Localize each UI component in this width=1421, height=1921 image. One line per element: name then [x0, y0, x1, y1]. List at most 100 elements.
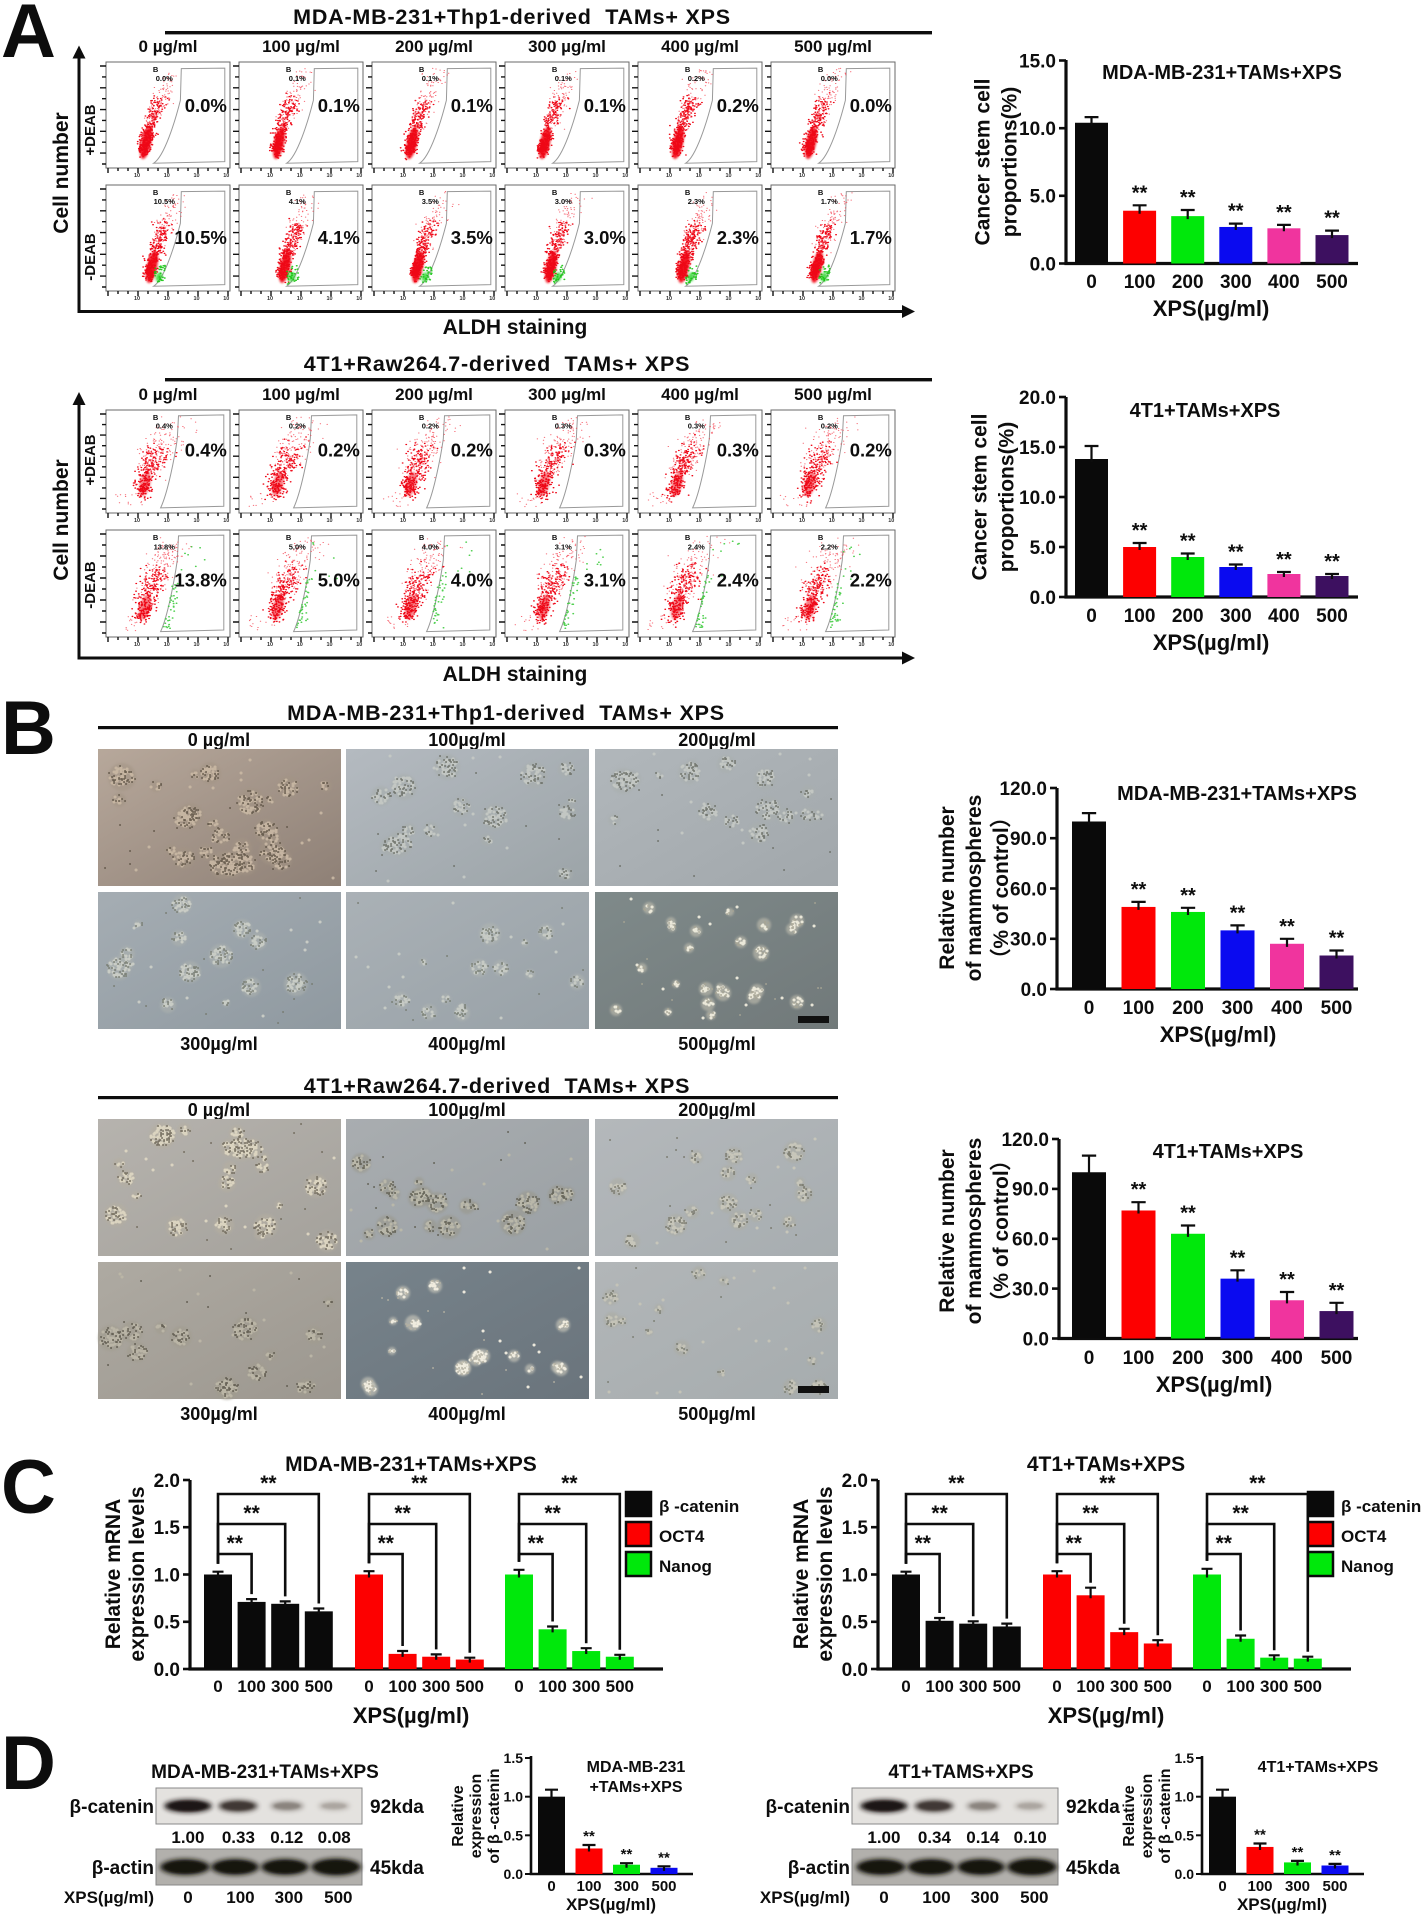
svg-text:XPS(µg/ml): XPS(µg/ml)	[1160, 1022, 1277, 1047]
svg-text:**: **	[260, 1472, 277, 1495]
svg-text:0: 0	[183, 1888, 192, 1907]
svg-text:500: 500	[1020, 1888, 1048, 1907]
svg-text:**: **	[1099, 1472, 1116, 1495]
svg-text:B: B	[419, 188, 425, 197]
svg-text:**: **	[1230, 902, 1246, 924]
svg-text:4T1+TAMS+XPS: 4T1+TAMS+XPS	[888, 1762, 1033, 1783]
svg-text:0.0: 0.0	[1030, 254, 1056, 275]
svg-text:B: B	[552, 65, 558, 74]
svg-text:15.0: 15.0	[1019, 51, 1056, 72]
svg-text:400: 400	[1271, 1348, 1303, 1369]
svg-text:0.0%: 0.0%	[185, 95, 227, 116]
svg-text:XPS(µg/ml): XPS(µg/ml)	[1237, 1895, 1327, 1914]
svg-text:45kda: 45kda	[370, 1858, 424, 1879]
svg-text:MDA-MB-231+TAMs+XPS: MDA-MB-231+TAMs+XPS	[285, 1453, 537, 1476]
svg-text:10: 10	[533, 518, 539, 524]
svg-text:10: 10	[223, 173, 229, 179]
svg-text:100: 100	[1123, 1348, 1155, 1369]
svg-text:300: 300	[1222, 1348, 1254, 1369]
svg-text:**: **	[1279, 916, 1295, 938]
svg-text:**: **	[1249, 1472, 1266, 1495]
svg-text:100: 100	[237, 1677, 265, 1696]
svg-text:100 µg/ml: 100 µg/ml	[262, 385, 340, 404]
svg-text:10: 10	[134, 296, 140, 302]
svg-text:0.2%: 0.2%	[821, 422, 838, 431]
svg-text:1.7%: 1.7%	[821, 197, 838, 206]
svg-text:**: **	[1180, 187, 1196, 209]
svg-text:B: B	[818, 188, 824, 197]
svg-text:10: 10	[622, 642, 628, 648]
svg-text:B: B	[153, 188, 159, 197]
svg-text:1.7%: 1.7%	[850, 227, 892, 248]
svg-text:500: 500	[1144, 1677, 1172, 1696]
svg-text:0.3%: 0.3%	[688, 422, 705, 431]
svg-text:B: B	[153, 65, 159, 74]
svg-text:10: 10	[459, 518, 465, 524]
svg-text:B: B	[552, 533, 558, 542]
svg-text:4.1%: 4.1%	[289, 197, 306, 206]
svg-text:500: 500	[456, 1677, 484, 1696]
svg-text:10: 10	[799, 296, 805, 302]
svg-text:of mammospheres: of mammospheres	[963, 795, 986, 982]
svg-text:0.0: 0.0	[504, 1866, 524, 1882]
svg-text:500 µg/ml: 500 µg/ml	[794, 385, 872, 404]
svg-text:10: 10	[563, 296, 569, 302]
svg-text:0: 0	[901, 1677, 910, 1696]
svg-text:B: B	[552, 413, 558, 422]
svg-text:10: 10	[400, 518, 406, 524]
svg-text:3.1%: 3.1%	[584, 570, 626, 591]
svg-text:10: 10	[563, 173, 569, 179]
svg-text:60.0: 60.0	[1012, 1230, 1049, 1251]
svg-text:β-catenin: β-catenin	[766, 1797, 850, 1818]
svg-text:500: 500	[1321, 1348, 1353, 1369]
svg-text:300: 300	[422, 1677, 450, 1696]
svg-text:20.0: 20.0	[1019, 388, 1056, 409]
svg-text:3.5%: 3.5%	[422, 197, 439, 206]
svg-text:10: 10	[489, 173, 495, 179]
svg-text:0.1%: 0.1%	[318, 95, 360, 116]
svg-text:10: 10	[134, 173, 140, 179]
svg-text:100: 100	[1124, 606, 1156, 627]
svg-text:200 µg/ml: 200 µg/ml	[395, 385, 473, 404]
svg-text:10: 10	[799, 518, 805, 524]
svg-text:200µg/ml: 200µg/ml	[678, 730, 755, 750]
svg-text:90.0: 90.0	[1012, 1180, 1049, 1201]
svg-text:**: **	[915, 1532, 932, 1555]
svg-text:100: 100	[388, 1677, 416, 1696]
svg-text:0.0%: 0.0%	[850, 95, 892, 116]
svg-text:500: 500	[1316, 606, 1348, 627]
svg-text:β -catenin: β -catenin	[1341, 1497, 1421, 1516]
svg-text:Cell number: Cell number	[50, 112, 73, 233]
svg-text:0.1%: 0.1%	[422, 74, 439, 83]
svg-text:200 µg/ml: 200 µg/ml	[395, 37, 473, 56]
svg-text:B: B	[818, 413, 824, 422]
svg-text:**: **	[658, 1849, 670, 1866]
svg-text:0 µg/ml: 0 µg/ml	[139, 37, 198, 56]
svg-text:0 µg/ml: 0 µg/ml	[188, 730, 250, 750]
svg-text:10: 10	[666, 642, 672, 648]
svg-text:Nanog: Nanog	[1341, 1557, 1394, 1576]
svg-text:10: 10	[489, 518, 495, 524]
svg-text:4T1+Raw264.7-derived TAMs+ XP: 4T1+Raw264.7-derived TAMs+ XPS	[304, 1074, 690, 1098]
svg-text:XPS(µg/ml): XPS(µg/ml)	[566, 1895, 656, 1914]
svg-text:**: **	[1180, 1202, 1196, 1224]
svg-text:0: 0	[1086, 606, 1097, 627]
svg-text:500: 500	[1322, 1878, 1347, 1895]
svg-text:**: **	[1216, 1532, 1233, 1555]
svg-text:MDA-MB-231: MDA-MB-231	[587, 1759, 686, 1776]
svg-text:500: 500	[606, 1677, 634, 1696]
svg-text:**: **	[1180, 885, 1196, 907]
svg-text:A: A	[1, 0, 56, 74]
svg-text:10: 10	[193, 518, 199, 524]
svg-text:2.4%: 2.4%	[717, 570, 759, 591]
svg-text:100: 100	[922, 1888, 950, 1907]
svg-text:**: **	[1180, 531, 1196, 553]
svg-text:92kda: 92kda	[370, 1797, 424, 1818]
svg-text:**: **	[1230, 1247, 1246, 1269]
svg-text:45kda: 45kda	[1066, 1858, 1120, 1879]
svg-text:0.2%: 0.2%	[688, 74, 705, 83]
svg-text:**: **	[1324, 551, 1340, 573]
svg-text:10: 10	[592, 642, 598, 648]
svg-text:10: 10	[326, 642, 332, 648]
svg-text:B: B	[286, 413, 292, 422]
